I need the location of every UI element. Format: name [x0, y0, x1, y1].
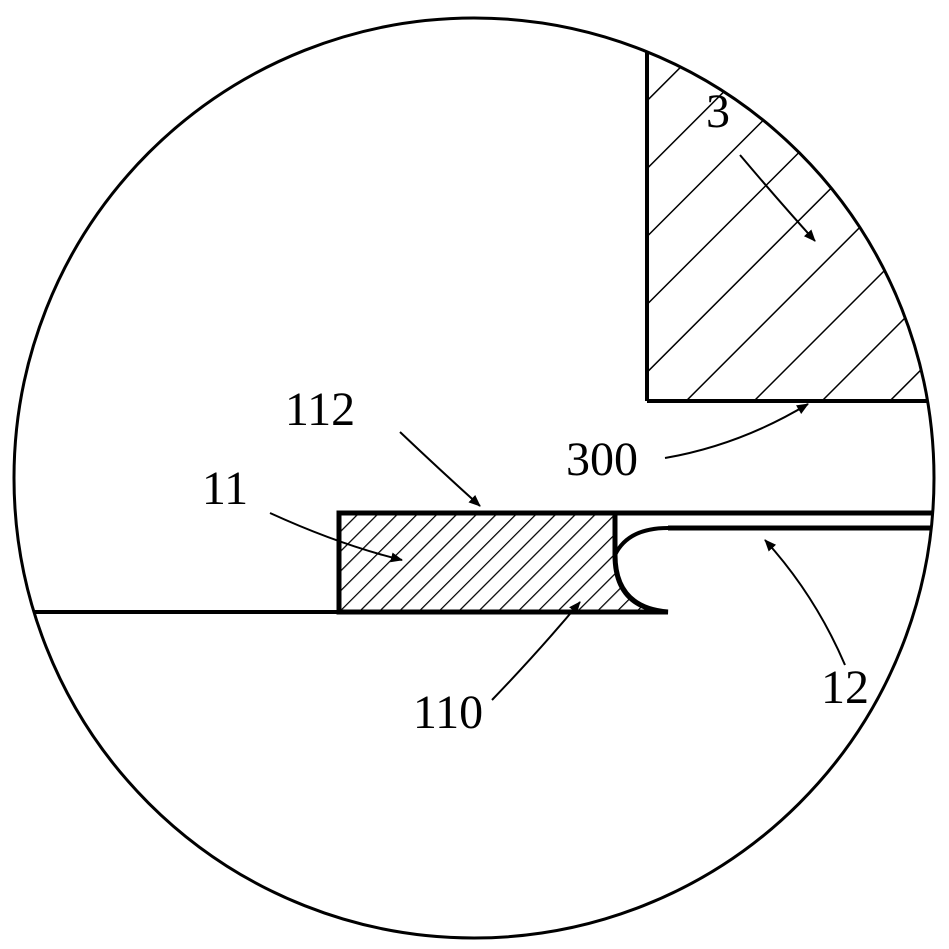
svg-text:11: 11: [202, 462, 248, 515]
label-110: 110: [413, 602, 580, 739]
svg-text:110: 110: [413, 686, 483, 739]
svg-text:3: 3: [706, 85, 730, 138]
svg-text:12: 12: [821, 661, 869, 714]
part-11-region: [339, 513, 668, 612]
svg-text:112: 112: [285, 383, 355, 436]
svg-text:300: 300: [566, 433, 638, 486]
label-112: 112: [285, 383, 480, 506]
part-12-flange: [615, 513, 940, 555]
label-300: 300: [566, 404, 808, 486]
technical-diagram: 3 112 300 11 110 12: [0, 0, 949, 949]
label-12: 12: [765, 540, 869, 714]
